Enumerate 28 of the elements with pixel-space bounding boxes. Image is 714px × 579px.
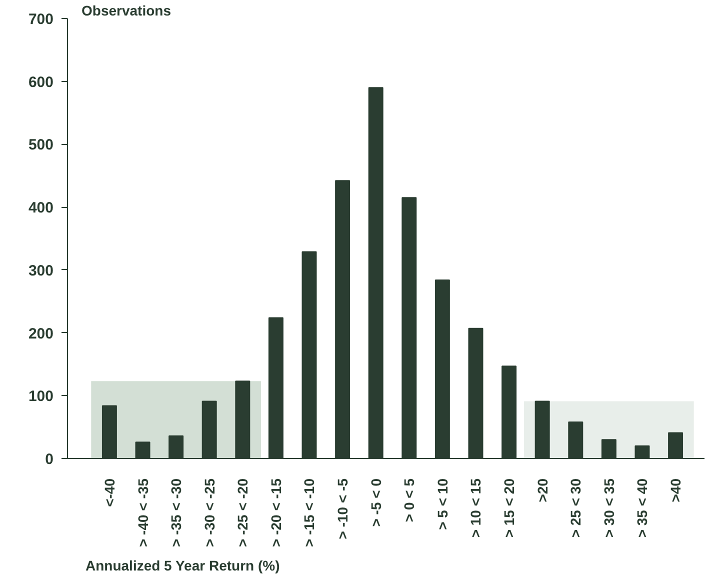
x-tick-label: > 0 < 5 xyxy=(401,478,418,522)
x-tick-label: > 25 < 30 xyxy=(568,478,584,538)
y-tick-label: 700 xyxy=(28,11,54,28)
x-tick-label: >40 xyxy=(668,478,684,502)
x-axis-title: Annualized 5 Year Return (%) xyxy=(86,558,280,574)
y-tick-label: 300 xyxy=(28,262,54,280)
y-tick-label: 200 xyxy=(28,325,54,342)
x-tick-label: > 10 < 15 xyxy=(468,478,484,538)
y-tick-label: 400 xyxy=(28,200,54,217)
x-tick-label: > -30 < -25 xyxy=(201,478,218,547)
y-axis-title: Observations xyxy=(82,2,172,18)
x-tick-label: > -5 < 0 xyxy=(368,478,384,527)
x-tick-label: > -40 < -35 xyxy=(134,478,151,547)
x-tick-label: > 35 < 40 xyxy=(634,478,650,538)
x-tick-label: > 15 < 20 xyxy=(501,478,518,538)
x-tick-label: > -25 < -20 xyxy=(234,478,251,547)
y-tick-label: 0 xyxy=(45,451,54,468)
x-tick-label: > -10 < -5 xyxy=(334,478,351,540)
x-tick-label: >20 xyxy=(534,478,550,502)
x-tick-label: > -20 < -15 xyxy=(268,478,284,547)
y-tick-label: 600 xyxy=(28,74,54,91)
x-tick-label: <-40 xyxy=(101,478,118,507)
y-tick-label: 500 xyxy=(28,136,54,154)
x-tick-label: > -15 < -10 xyxy=(301,478,318,547)
x-tick-label: > 5 < 10 xyxy=(434,478,450,530)
y-tick-label: 100 xyxy=(28,388,54,406)
x-tick-label: > -35 < -30 xyxy=(168,478,184,547)
x-tick-label: > 30 < 35 xyxy=(600,478,617,538)
